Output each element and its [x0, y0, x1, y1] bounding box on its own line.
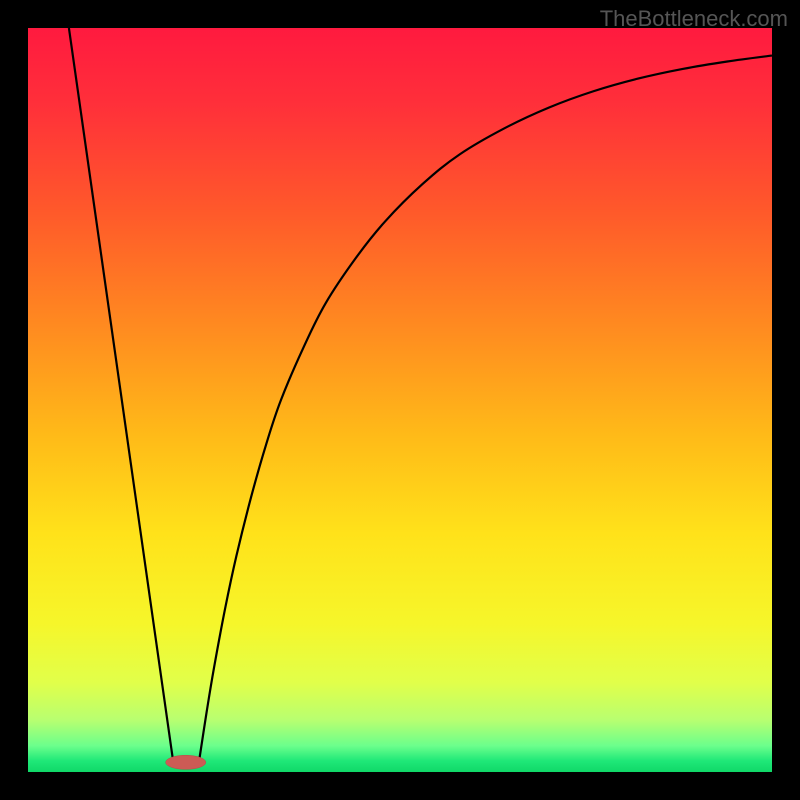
plot-background — [28, 28, 772, 772]
plot-group — [28, 28, 772, 772]
chart-svg — [0, 0, 800, 800]
marker-pill — [166, 755, 206, 769]
chart-container: TheBottleneck.com — [0, 0, 800, 800]
watermark-text: TheBottleneck.com — [600, 6, 788, 32]
